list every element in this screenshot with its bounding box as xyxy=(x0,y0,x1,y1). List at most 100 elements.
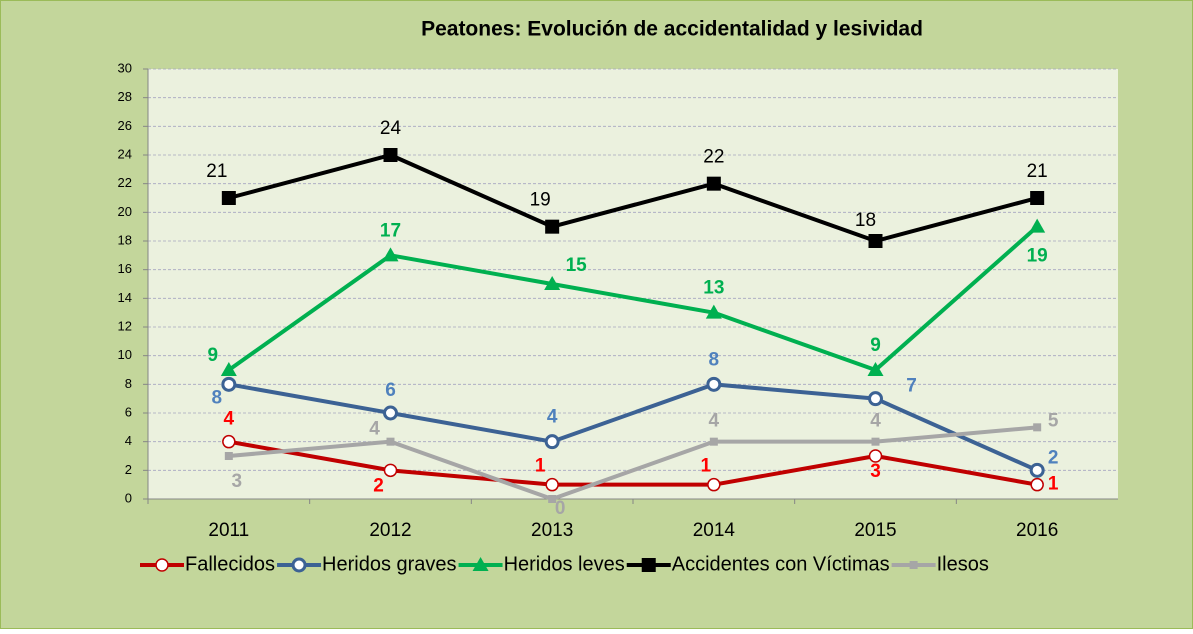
data-point xyxy=(548,495,557,503)
data-label: 4 xyxy=(709,411,720,432)
legend-item: Fallecidos xyxy=(140,553,275,575)
x-tick-label: 2015 xyxy=(854,520,896,541)
data-point xyxy=(383,463,398,478)
y-tick-label: 20 xyxy=(118,204,132,219)
series-line xyxy=(227,225,1039,372)
data-label: 1 xyxy=(1048,474,1059,495)
legend-marker xyxy=(641,558,656,572)
data-label: 22 xyxy=(703,147,724,168)
y-tick-label: 26 xyxy=(118,118,132,133)
data-point xyxy=(382,247,399,262)
data-point xyxy=(544,276,561,290)
y-tick-label: 16 xyxy=(118,261,132,276)
x-tick-label: 2016 xyxy=(1016,520,1058,541)
series-line xyxy=(228,382,1038,473)
data-label: 5 xyxy=(1048,410,1059,431)
data-point xyxy=(383,148,398,162)
data-point xyxy=(1029,462,1045,478)
data-label: 13 xyxy=(703,278,724,299)
y-tick-label: 4 xyxy=(125,433,132,448)
data-label: 0 xyxy=(555,498,566,519)
data-label: 4 xyxy=(547,407,558,428)
legend-label: Fallecidos xyxy=(185,553,275,575)
data-point xyxy=(706,176,721,191)
data-label: 24 xyxy=(380,118,402,139)
data-label: 8 xyxy=(212,387,223,408)
data-label: 8 xyxy=(709,349,720,370)
data-label: 1 xyxy=(535,456,546,477)
data-label: 4 xyxy=(870,411,881,432)
chart-title: Peatones: Evolución de accidentalidad y … xyxy=(421,18,923,41)
data-label: 4 xyxy=(369,419,380,440)
y-tick-label: 6 xyxy=(125,404,132,419)
legend-item: Heridos leves xyxy=(458,553,625,575)
legend-label: Accidentes con Víctimas xyxy=(672,553,890,575)
legend-marker xyxy=(155,558,169,572)
data-point xyxy=(220,362,237,376)
legend-label: Heridos leves xyxy=(504,553,625,575)
data-label: 6 xyxy=(385,380,396,401)
data-point xyxy=(386,437,395,446)
legend-item: Accidentes con Víctimas xyxy=(626,553,890,575)
data-point xyxy=(221,376,237,392)
data-point xyxy=(1029,218,1046,233)
y-tick-label: 18 xyxy=(118,232,132,247)
data-point xyxy=(222,434,236,449)
data-label: 9 xyxy=(208,345,219,366)
data-label: 1 xyxy=(701,456,712,477)
y-tick-label: 28 xyxy=(118,89,132,104)
y-tick-label: 12 xyxy=(118,318,132,333)
legend-item: Ilesos xyxy=(891,553,989,575)
data-point xyxy=(1030,191,1045,205)
data-label: 15 xyxy=(566,255,588,276)
data-point xyxy=(868,391,883,407)
data-point xyxy=(221,191,236,205)
series-line xyxy=(228,439,1038,487)
data-point xyxy=(383,405,398,421)
y-tick-label: 22 xyxy=(118,175,132,190)
data-point xyxy=(545,477,559,492)
data-point xyxy=(871,437,880,446)
x-tick-label: 2012 xyxy=(369,520,411,541)
data-label: 7 xyxy=(906,376,917,397)
data-label: 3 xyxy=(870,461,881,482)
data-point xyxy=(544,434,560,450)
data-label: 9 xyxy=(870,335,881,356)
data-label: 4 xyxy=(224,409,235,430)
data-label: 17 xyxy=(380,220,401,241)
data-label: 21 xyxy=(206,161,227,182)
data-label: 18 xyxy=(855,210,876,231)
legend-marker xyxy=(909,561,918,569)
data-point xyxy=(707,477,721,492)
data-point xyxy=(706,376,722,392)
data-point xyxy=(1030,477,1044,492)
x-tick-label: 2014 xyxy=(693,520,736,541)
y-tick-label: 2 xyxy=(125,462,132,477)
legend-marker xyxy=(472,557,489,571)
legend-label: Heridos graves xyxy=(322,553,457,575)
data-label: 2 xyxy=(1048,447,1059,468)
data-point xyxy=(224,452,233,460)
series-line xyxy=(228,425,1038,501)
legend-item: Heridos graves xyxy=(277,553,457,575)
plot-area xyxy=(148,69,1118,499)
data-label: 21 xyxy=(1027,161,1048,182)
data-point xyxy=(545,219,560,234)
data-point xyxy=(868,449,883,463)
data-point xyxy=(1033,423,1042,432)
y-tick-label: 10 xyxy=(118,347,132,362)
data-label: 19 xyxy=(530,190,551,211)
data-point xyxy=(705,304,722,319)
y-tick-label: 14 xyxy=(118,290,132,305)
data-label: 3 xyxy=(232,471,243,492)
y-tick-label: 30 xyxy=(118,60,132,75)
data-point xyxy=(868,234,883,248)
series-line xyxy=(228,153,1038,243)
data-label: 2 xyxy=(373,475,384,496)
y-tick-label: 8 xyxy=(125,376,132,391)
x-tick-label: 2013 xyxy=(531,520,573,541)
legend-marker xyxy=(291,557,307,573)
y-tick-label: 0 xyxy=(125,490,132,505)
x-tick-label: 2011 xyxy=(208,520,249,541)
